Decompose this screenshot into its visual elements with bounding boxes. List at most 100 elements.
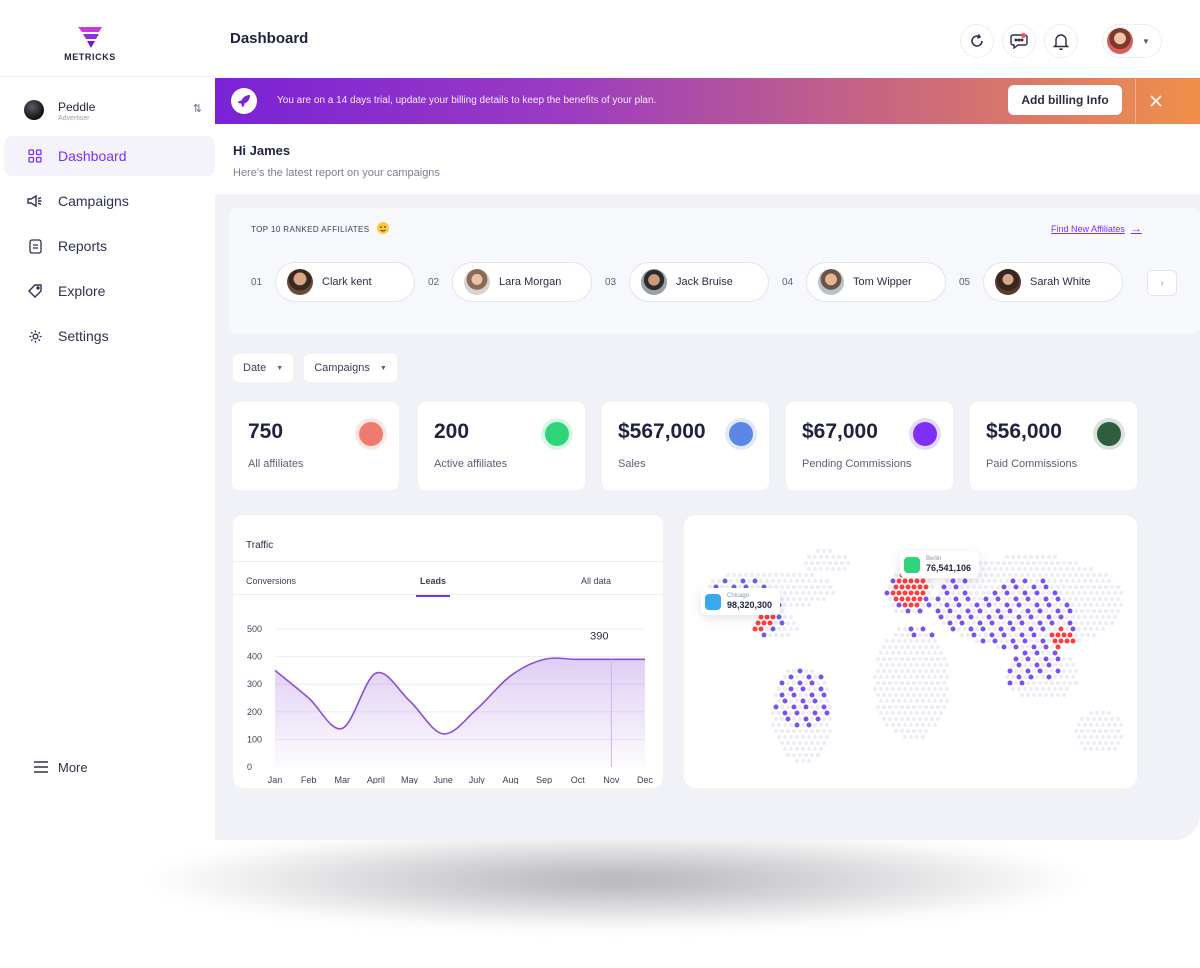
campaigns-filter-dropdown[interactable]: Campaigns ▼ <box>304 354 397 382</box>
map-dot <box>1046 614 1052 620</box>
map-dot <box>1043 608 1049 614</box>
map-dot <box>908 710 914 716</box>
map-dot <box>1094 626 1100 632</box>
map-dot <box>878 662 884 668</box>
top-actions <box>960 24 1078 58</box>
map-dot <box>995 608 1001 614</box>
tab-leads[interactable]: Leads <box>415 576 451 597</box>
add-billing-info-button[interactable]: Add billing Info <box>1008 85 1122 115</box>
map-dot <box>1028 638 1034 644</box>
close-banner-button[interactable] <box>1135 78 1175 124</box>
map-dot <box>977 608 983 614</box>
campaigns-filter-label: Campaigns <box>314 362 370 374</box>
sidebar-item-campaigns[interactable]: Campaigns <box>0 181 215 221</box>
map-dot <box>896 590 902 596</box>
map-dot <box>1004 566 1010 572</box>
map-dot <box>980 614 986 620</box>
map-marker-chicago[interactable]: Chicago 98,320,300 <box>701 588 781 615</box>
map-dot <box>971 584 977 590</box>
tab-conversions[interactable]: Conversions <box>246 576 297 586</box>
map-dot <box>1040 614 1046 620</box>
map-dot <box>824 578 830 584</box>
brand-logo[interactable]: METRICKS <box>60 24 120 62</box>
map-dot <box>893 656 899 662</box>
map-dot <box>992 590 998 596</box>
affiliate-chip[interactable]: Tom Wipper <box>806 262 946 302</box>
map-dot <box>1046 662 1052 668</box>
stat-card-all-affiliates[interactable]: 750 All affiliates <box>232 402 399 490</box>
affiliate-item: 04 Tom Wipper <box>782 262 946 302</box>
messages-button[interactable] <box>1002 24 1036 58</box>
map-dot <box>1046 590 1052 596</box>
map-dot <box>806 554 812 560</box>
sidebar-item-reports[interactable]: Reports <box>0 226 215 266</box>
sidebar-item-dashboard[interactable]: Dashboard <box>4 136 215 176</box>
map-dot <box>881 704 887 710</box>
map-dot <box>914 602 920 608</box>
map-dot <box>1058 590 1064 596</box>
map-dot <box>1058 578 1064 584</box>
map-dot <box>1118 590 1124 596</box>
map-dot <box>1046 650 1052 656</box>
map-dot <box>884 698 890 704</box>
map-dot <box>1007 632 1013 638</box>
map-dot <box>1037 560 1043 566</box>
map-dot <box>938 602 944 608</box>
sidebar-item-explore[interactable]: Explore <box>0 271 215 311</box>
map-dot <box>803 692 809 698</box>
map-dot <box>923 704 929 710</box>
map-dot <box>920 662 926 668</box>
map-dot <box>896 686 902 692</box>
map-dot <box>827 548 833 554</box>
map-dot <box>1037 680 1043 686</box>
map-dot <box>935 596 941 602</box>
map-dot <box>1088 578 1094 584</box>
date-filter-dropdown[interactable]: Date ▼ <box>233 354 294 382</box>
affiliate-name: Lara Morgan <box>499 276 562 288</box>
user-menu[interactable]: ▼ <box>1102 24 1162 58</box>
next-affiliates-button[interactable]: › <box>1147 270 1177 296</box>
refresh-button[interactable] <box>960 24 994 58</box>
map-dot <box>1079 632 1085 638</box>
find-new-affiliates-link[interactable]: Find New Affiliates → <box>1051 223 1142 235</box>
map-dot <box>806 698 812 704</box>
map-dot <box>1025 656 1031 662</box>
stat-card-pending-commissions[interactable]: $67,000 Pending Commissions <box>786 402 953 490</box>
map-dot <box>950 578 956 584</box>
map-dot <box>1001 620 1007 626</box>
map-dot <box>731 572 737 578</box>
sidebar-item-settings[interactable]: Settings <box>0 316 215 356</box>
switch-account-icon[interactable]: ⇅ <box>192 103 202 115</box>
map-dot <box>926 638 932 644</box>
map-dot <box>881 716 887 722</box>
map-dot <box>1031 572 1037 578</box>
affiliate-chip[interactable]: Clark kent <box>275 262 415 302</box>
more-menu-button[interactable]: More <box>32 758 88 776</box>
map-dot <box>1031 608 1037 614</box>
stat-card-sales[interactable]: $567,000 Sales <box>602 402 769 490</box>
map-dot <box>773 704 779 710</box>
stat-card-paid-commissions[interactable]: $56,000 Paid Commissions <box>970 402 1137 490</box>
map-dot <box>1112 614 1118 620</box>
account-switcher[interactable]: Peddle Advertiser ⇅ <box>24 98 206 128</box>
map-dot <box>929 656 935 662</box>
map-dot <box>1022 614 1028 620</box>
map-dot <box>827 704 833 710</box>
notifications-button[interactable] <box>1044 24 1078 58</box>
affiliate-chip[interactable]: Sarah White <box>983 262 1123 302</box>
map-dot <box>917 668 923 674</box>
map-marker-berlin[interactable]: Berlin 76,541,106 <box>900 551 980 578</box>
map-dot <box>1004 614 1010 620</box>
map-dot <box>767 572 773 578</box>
affiliate-chip[interactable]: Lara Morgan <box>452 262 592 302</box>
map-dot <box>824 698 830 704</box>
affiliate-chip[interactable]: Jack Bruise <box>629 262 769 302</box>
affiliate-name: Clark kent <box>322 276 372 288</box>
map-dot <box>959 632 965 638</box>
map-dot <box>794 602 800 608</box>
map-dot <box>944 614 950 620</box>
stat-card-active-affiliates[interactable]: 200 Active affiliates <box>418 402 585 490</box>
map-dot <box>785 680 791 686</box>
map-dot <box>1004 602 1010 608</box>
tab-all-data[interactable]: All data <box>581 576 612 586</box>
